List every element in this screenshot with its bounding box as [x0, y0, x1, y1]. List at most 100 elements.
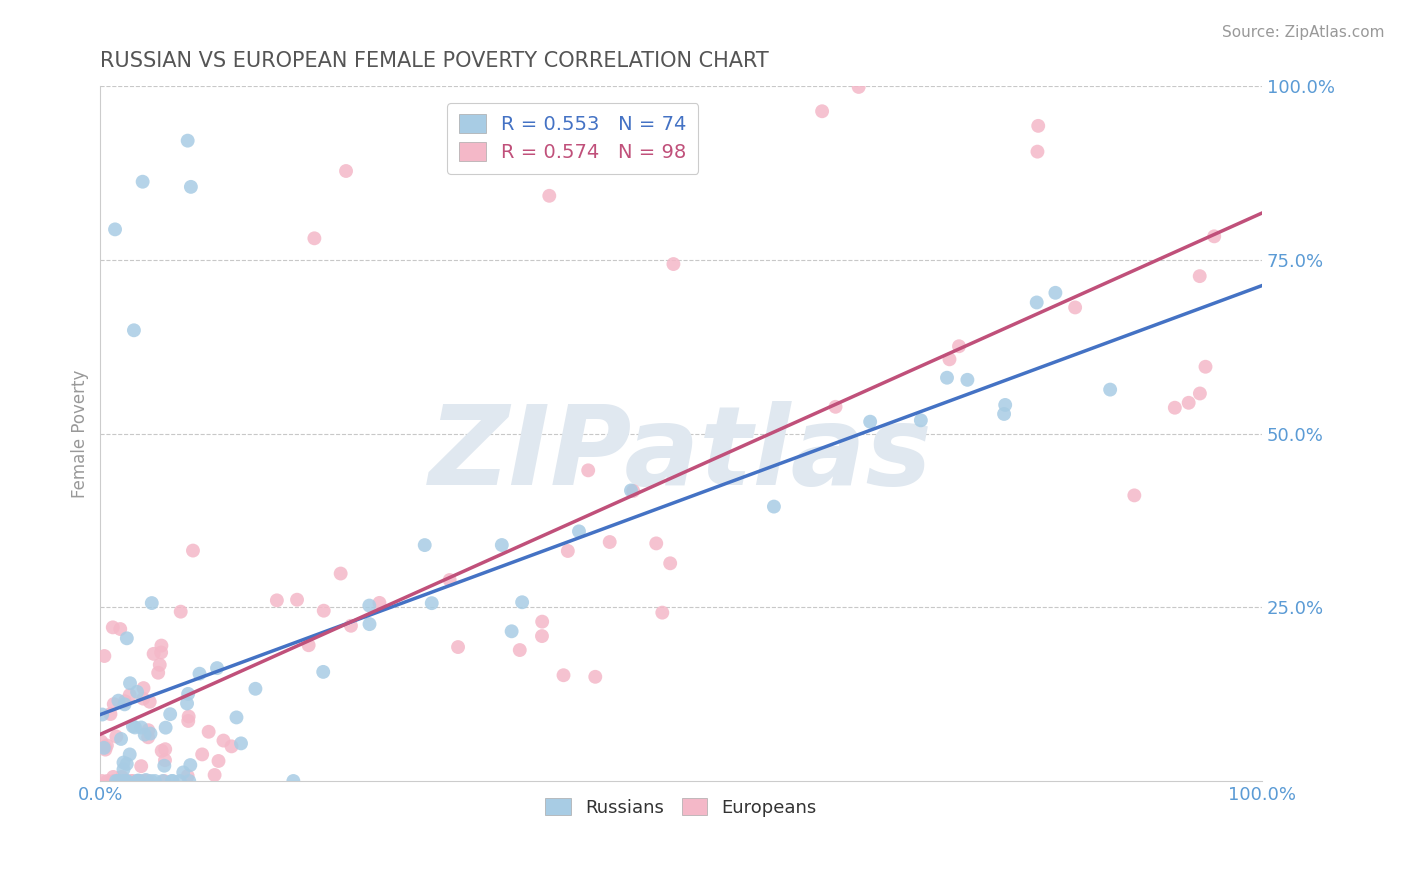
Point: [94, 742, 117, 756]
Point: [114, 698, 136, 712]
Point: [948, 339, 970, 353]
Point: [522, 117, 544, 131]
Point: [170, 605, 193, 619]
Point: [848, 79, 870, 94]
Point: [132, 774, 155, 789]
Point: [90, 734, 112, 748]
Point: [155, 721, 177, 735]
Point: [1064, 301, 1087, 315]
Point: [107, 774, 129, 789]
Point: [112, 756, 135, 770]
Point: [153, 753, 176, 767]
Point: [121, 774, 143, 789]
Point: [229, 736, 252, 750]
Point: [141, 596, 163, 610]
Point: [181, 543, 204, 558]
Text: ZIPatlas: ZIPatlas: [429, 401, 934, 508]
Point: [509, 643, 531, 657]
Point: [1164, 401, 1187, 415]
Point: [621, 483, 644, 498]
Point: [335, 164, 357, 178]
Point: [266, 593, 288, 607]
Point: [285, 592, 308, 607]
Point: [100, 707, 122, 722]
Point: [115, 774, 138, 789]
Point: [129, 759, 152, 773]
Point: [153, 774, 176, 789]
Point: [134, 774, 156, 789]
Point: [501, 624, 523, 639]
Point: [1026, 145, 1049, 159]
Point: [162, 774, 184, 789]
Point: [1045, 285, 1067, 300]
Point: [111, 770, 134, 784]
Point: [107, 774, 129, 789]
Point: [530, 629, 553, 643]
Point: [129, 721, 152, 735]
Point: [993, 407, 1015, 421]
Point: [172, 765, 194, 780]
Point: [136, 731, 159, 745]
Point: [115, 774, 138, 789]
Point: [150, 639, 173, 653]
Point: [93, 740, 115, 755]
Point: [132, 681, 155, 695]
Point: [212, 733, 235, 747]
Point: [1188, 269, 1211, 284]
Point: [107, 774, 129, 789]
Point: [139, 774, 162, 789]
Point: [221, 739, 243, 754]
Point: [583, 670, 606, 684]
Point: [413, 538, 436, 552]
Point: [149, 657, 172, 672]
Point: [104, 222, 127, 236]
Legend: Russians, Europeans: Russians, Europeans: [538, 791, 824, 824]
Point: [538, 189, 561, 203]
Point: [359, 599, 381, 613]
Point: [557, 544, 579, 558]
Point: [169, 774, 191, 789]
Point: [160, 774, 183, 789]
Point: [180, 179, 202, 194]
Point: [105, 730, 128, 744]
Point: [112, 774, 135, 789]
Point: [148, 665, 170, 680]
Point: [150, 645, 173, 659]
Point: [128, 774, 150, 789]
Point: [110, 731, 132, 746]
Point: [107, 774, 129, 789]
Point: [359, 617, 381, 632]
Point: [150, 744, 173, 758]
Point: [205, 661, 228, 675]
Point: [936, 370, 959, 384]
Point: [312, 604, 335, 618]
Point: [298, 638, 321, 652]
Text: Source: ZipAtlas.com: Source: ZipAtlas.com: [1222, 25, 1385, 40]
Point: [112, 763, 135, 777]
Point: [94, 740, 117, 755]
Point: [245, 681, 267, 696]
Point: [283, 774, 305, 789]
Point: [103, 774, 125, 789]
Point: [121, 774, 143, 789]
Point: [103, 770, 125, 784]
Point: [155, 742, 177, 756]
Point: [859, 415, 882, 429]
Point: [134, 728, 156, 742]
Point: [304, 231, 326, 245]
Point: [553, 668, 575, 682]
Point: [1204, 229, 1226, 244]
Point: [420, 596, 443, 610]
Point: [1123, 488, 1146, 502]
Point: [1177, 396, 1199, 410]
Point: [118, 676, 141, 690]
Point: [128, 774, 150, 789]
Point: [96, 739, 118, 753]
Point: [153, 758, 176, 772]
Point: [179, 758, 201, 772]
Point: [176, 134, 198, 148]
Point: [651, 606, 673, 620]
Point: [138, 695, 160, 709]
Point: [179, 774, 201, 789]
Point: [225, 710, 247, 724]
